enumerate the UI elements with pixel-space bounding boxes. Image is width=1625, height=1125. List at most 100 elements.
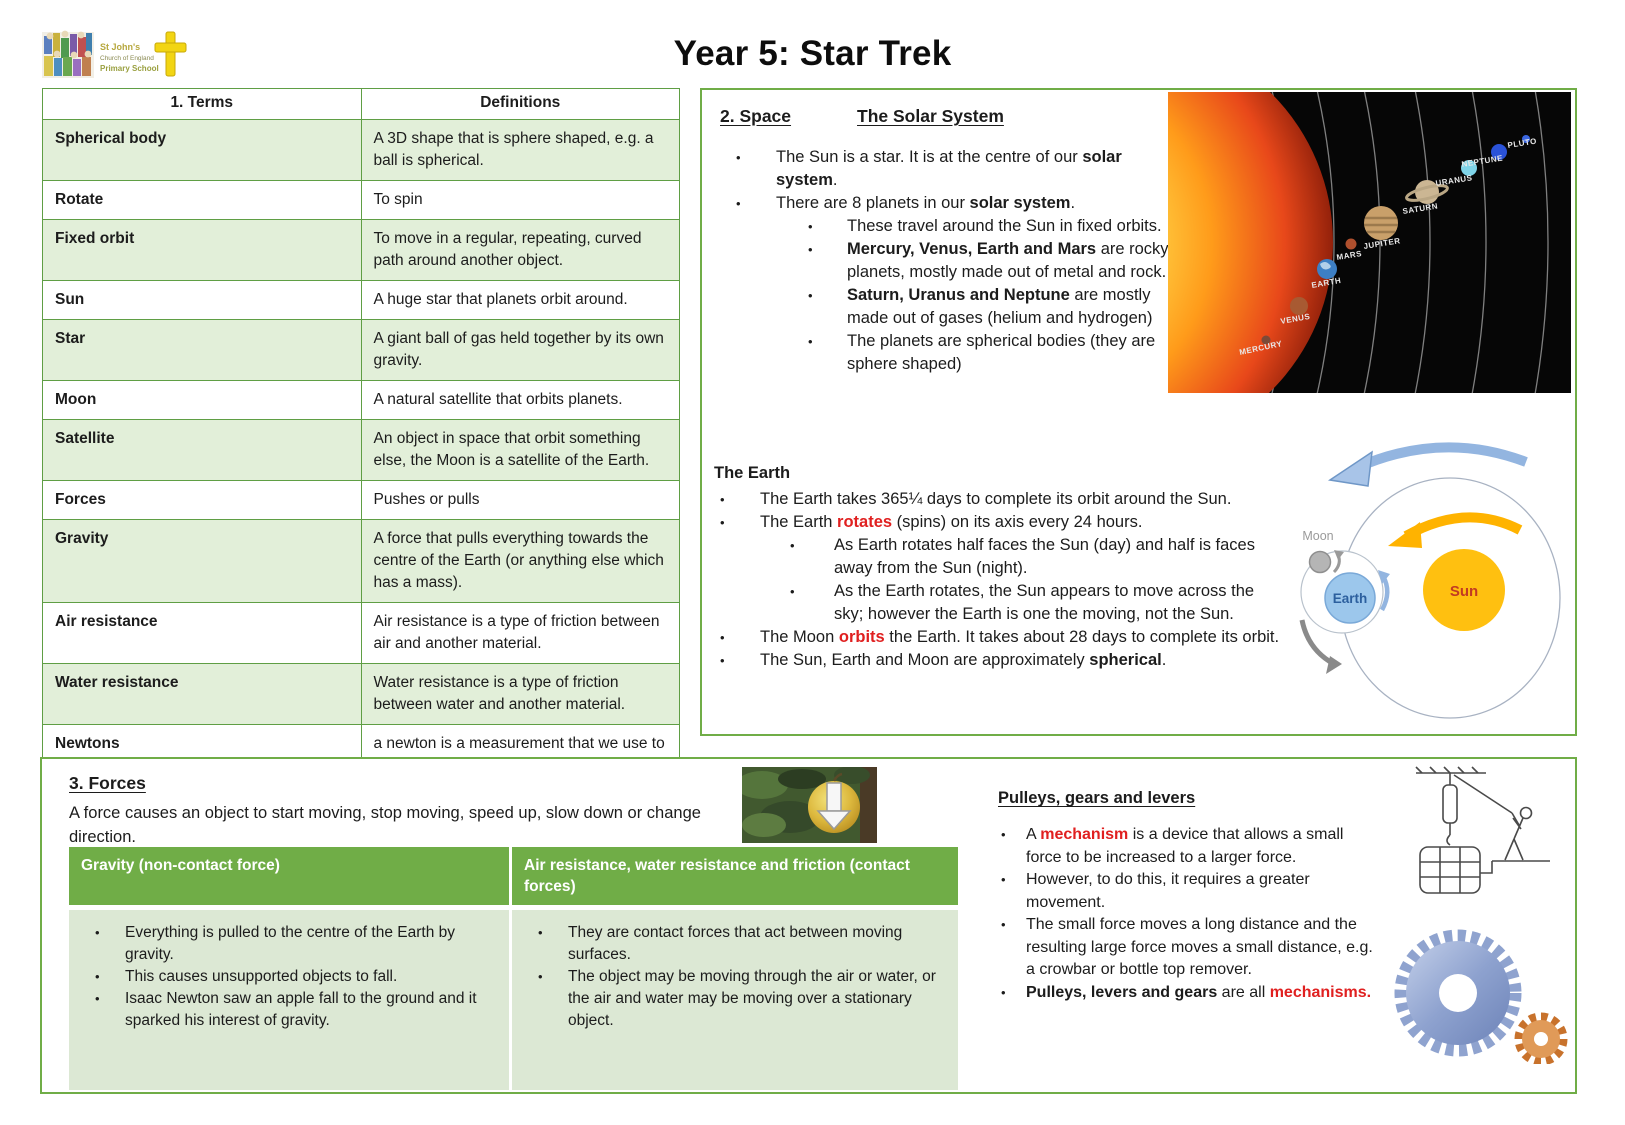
bullet-icon: • [95, 969, 100, 984]
moon-circle [1308, 550, 1332, 574]
bullet-icon: • [808, 334, 813, 349]
space-heading-number: 2. Space [720, 106, 792, 126]
term-cell: Rotate [42, 180, 362, 220]
bullet-icon: • [720, 653, 725, 668]
large-gear [1394, 929, 1522, 1057]
list-item: • These travel around the Sun in fixed or… [712, 215, 1172, 238]
svg-text:Primary School: Primary School [100, 64, 159, 73]
list-item: • Pulleys, levers and gears are all mecha… [998, 982, 1380, 1005]
bullet-icon: • [736, 150, 741, 165]
definition-cell: A natural satellite that orbits planets. [360, 380, 680, 420]
table-row: Air resistance Air resistance is a type o… [42, 602, 680, 664]
pulley-person [1504, 806, 1533, 861]
list-item: • They are contact forces that act betwee… [512, 922, 952, 966]
planet-venus [1290, 297, 1308, 315]
definition-cell: To spin [360, 180, 680, 220]
planets [1261, 135, 1530, 345]
list-item: • The object may be moving through the ai… [512, 966, 952, 1032]
list-item: • Everything is pulled to the centre of t… [69, 922, 503, 966]
solar-system-image: MERCURY VENUS EARTH MARS JUPITER SATURN … [1168, 92, 1571, 393]
table-row: Spherical body A 3D shape that is sphere … [42, 119, 680, 181]
table-row: Forces Pushes or pulls [42, 480, 680, 520]
planet-uranus [1461, 160, 1477, 176]
list-item: • This causes unsupported objects to fall… [69, 966, 503, 988]
orbit-direction-arrowhead [1327, 450, 1373, 487]
school-logo-crowd-art [42, 30, 94, 78]
bullet-icon: • [720, 515, 725, 530]
moon-small-arrowhead [1334, 550, 1344, 560]
table-header-row: 1. Terms Definitions [42, 88, 680, 120]
sun-label: Sun [1450, 583, 1478, 600]
term-cell: Forces [42, 480, 362, 520]
orbit-direction-arrow [1353, 442, 1528, 473]
definition-cell: Air resistance is a type of friction bet… [360, 602, 680, 664]
sun-image [1168, 92, 1333, 393]
space-section-panel: 2. Space The Solar System • The Sun is a … [700, 88, 1577, 736]
list-item: • The Earth takes 365¼ days to complete i… [714, 488, 1282, 511]
definitions-column-header: Definitions [360, 88, 680, 120]
sun-rotation-arrowhead [1388, 522, 1422, 548]
list-item: • The Sun is a star. It is at the centre … [712, 146, 1172, 192]
gears-image [1394, 929, 1568, 1064]
moon-label: Moon [1302, 529, 1333, 543]
pulley-drawing-image [1415, 766, 1550, 894]
term-cell: Fixed orbit [42, 219, 362, 281]
forces-heading: 3. Forces [69, 773, 146, 793]
moon-orbit-arrowhead [1326, 656, 1342, 674]
table-row: Sun A huge star that planets orbit around… [42, 280, 680, 320]
falling-apple-image [742, 767, 877, 843]
sun-circle [1423, 549, 1505, 631]
term-cell: Moon [42, 380, 362, 420]
term-cell: Water resistance [42, 663, 362, 725]
list-item: • However, to do this, it requires a grea… [998, 869, 1380, 914]
school-logo-text: St John's Church of England Primary Scho… [100, 42, 159, 73]
gravity-column-body: • Everything is pulled to the centre of t… [69, 910, 509, 1090]
list-item: • A mechanism is a device that allows a s… [998, 824, 1380, 869]
term-cell: Gravity [42, 519, 362, 603]
definition-cell: To move in a regular, repeating, curved … [360, 219, 680, 281]
earth-heading: The Earth [714, 464, 791, 482]
terms-column-header: 1. Terms [42, 88, 362, 120]
term-cell: Air resistance [42, 602, 362, 664]
bullet-icon: • [808, 219, 813, 234]
earth-spin-arrowhead [1378, 570, 1390, 584]
planet-pluto [1522, 135, 1530, 143]
bullet-icon: • [790, 584, 795, 599]
bullet-icon: • [1001, 917, 1006, 932]
definition-cell: A giant ball of gas held together by its… [360, 319, 680, 381]
bullet-icon: • [538, 969, 543, 984]
svg-text:MARS: MARS [1336, 249, 1363, 262]
bullet-icon: • [808, 288, 813, 303]
contact-forces-column-body: • They are contact forces that act betwee… [512, 910, 958, 1090]
bullet-icon: • [790, 538, 795, 553]
list-item: • The Moon orbits the Earth. It takes abo… [714, 626, 1282, 649]
list-item: • The planets are spherical bodies (they … [712, 330, 1172, 376]
svg-text:St John's: St John's [100, 42, 140, 52]
bullet-icon: • [720, 630, 725, 645]
forces-intro-text: A force causes an object to start moving… [69, 804, 701, 846]
table-row: Fixed orbit To move in a regular, repeati… [42, 219, 680, 281]
page-title: Year 5: Star Trek [673, 34, 952, 73]
table-row: Gravity A force that pulls everything tow… [42, 519, 680, 603]
bullet-icon: • [1001, 872, 1006, 887]
earth-label: Earth [1333, 591, 1368, 606]
term-cell: Spherical body [42, 119, 362, 181]
definition-cell: A huge star that planets orbit around. [360, 280, 680, 320]
table-row: Rotate To spin [42, 180, 680, 220]
definition-cell: Water resistance is a type of friction b… [360, 663, 680, 725]
pulleys-section: Pulleys, gears and levers • A mechanism i… [998, 789, 1380, 1004]
list-item: • The Sun, Earth and Moon are approximate… [714, 649, 1282, 672]
earth-circle [1324, 572, 1376, 624]
list-item: • Isaac Newton saw an apple fall to the g… [69, 988, 503, 1032]
bullet-icon: • [808, 242, 813, 257]
cross-icon [154, 31, 187, 77]
small-gear [1514, 1012, 1568, 1064]
planet-neptune [1491, 144, 1507, 160]
earth-orbit-diagram: Sun Earth Moon [1299, 442, 1561, 719]
earth-section: The Earth • The Earth takes 365¼ days to … [714, 462, 1282, 672]
planet-mercury [1261, 335, 1271, 345]
bullet-icon: • [538, 925, 543, 940]
list-item: • The Earth rotates (spins) on its axis e… [714, 511, 1282, 534]
bullet-icon: • [95, 991, 100, 1006]
